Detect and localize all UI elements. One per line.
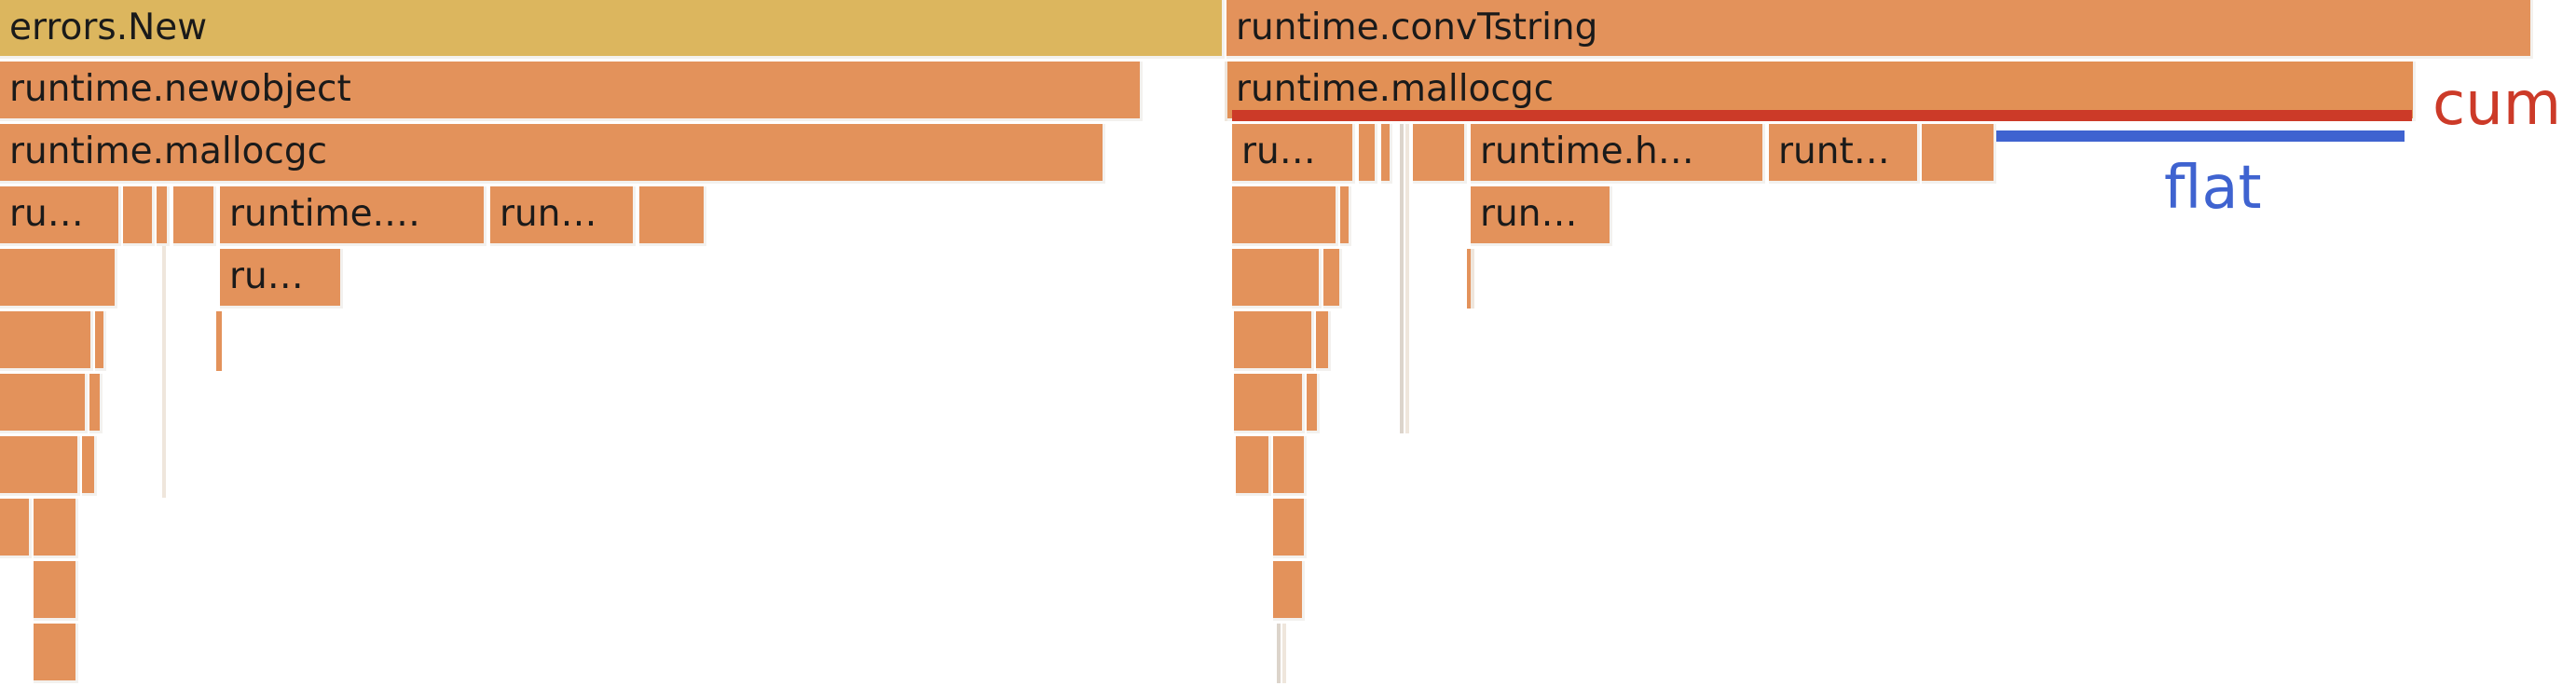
frame-small-left-b[interactable] (157, 186, 170, 246)
frame-small-right-n[interactable] (1273, 436, 1307, 496)
frame-small-left-g[interactable] (95, 311, 106, 371)
frame-small-right-c[interactable] (1413, 124, 1467, 184)
frame-label: ru… (9, 193, 84, 235)
frame-label: ru… (1241, 130, 1316, 172)
frame-small-left-a[interactable] (123, 186, 155, 246)
frame-small-left-k[interactable] (82, 436, 97, 496)
flat-label: flat (2164, 154, 2262, 223)
frame-small-left-i[interactable] (89, 374, 103, 433)
frame-label: runtime.… (229, 193, 420, 235)
frame-sliver[interactable] (1277, 624, 1281, 683)
frame-runtime-mallocgc-left[interactable]: runtime.mallocgc (0, 124, 1105, 184)
frame-runtime-dots-left[interactable]: runtime.… (220, 186, 486, 246)
frame-sliver[interactable] (162, 246, 166, 498)
frame-small-right-f[interactable] (1340, 186, 1351, 246)
frame-small-left-f[interactable] (0, 311, 93, 371)
frame-label: runtime.newobject (9, 68, 351, 110)
frame-runtime-h[interactable]: runtime.h… (1471, 124, 1765, 184)
frame-small-right-b[interactable] (1381, 124, 1392, 184)
frame-label: runtime.convTstring (1236, 7, 1598, 48)
frame-label: runtime.h… (1480, 130, 1694, 172)
cum-label: cum (2432, 70, 2562, 139)
frame-small-left-d[interactable] (639, 186, 706, 246)
frame-small-right-d[interactable] (1922, 124, 1996, 184)
frame-small-right-a[interactable] (1359, 124, 1377, 184)
frame-runtime-newobject[interactable]: runtime.newobject (0, 62, 1143, 121)
frame-run-left[interactable]: run… (490, 186, 636, 246)
frame-label: run… (1480, 193, 1578, 235)
frame-sliver[interactable] (1282, 624, 1286, 683)
frame-small-right-h[interactable] (1323, 249, 1342, 309)
frame-small-right-j[interactable] (1316, 311, 1331, 371)
frame-runtime-convtstring[interactable]: runtime.convTstring (1226, 0, 2533, 59)
frame-label: runt… (1778, 130, 1890, 172)
frame-runt-right[interactable]: runt… (1769, 124, 1920, 184)
frame-small-left-j[interactable] (0, 436, 80, 496)
frame-label: run… (500, 193, 597, 235)
frame-sliver[interactable] (1405, 124, 1409, 433)
frame-small-right-m[interactable] (1236, 436, 1271, 496)
frame-ru-left-1[interactable]: ru… (0, 186, 121, 246)
frame-small-left-m[interactable] (34, 499, 78, 558)
frame-small-right-i[interactable] (1234, 311, 1314, 371)
frame-small-left-n[interactable] (34, 561, 78, 621)
frame-small-left-o[interactable] (34, 624, 78, 683)
frame-small-right-o[interactable] (1273, 499, 1307, 558)
flat-indicator-line (1996, 130, 2405, 142)
frame-small-left-h[interactable] (0, 374, 88, 433)
frame-run-right[interactable]: run… (1471, 186, 1612, 246)
frame-small-right-g[interactable] (1232, 249, 1322, 309)
frame-errors-new[interactable]: errors.New (0, 0, 1225, 59)
frame-small-left-e[interactable] (0, 249, 117, 309)
frame-label: runtime.mallocgc (1236, 68, 1555, 110)
frame-label: ru… (229, 255, 304, 297)
frame-ru-left-2[interactable]: ru… (220, 249, 343, 309)
frame-label: runtime.mallocgc (9, 130, 328, 172)
frame-small-right-k[interactable] (1234, 374, 1305, 433)
frame-label: errors.New (9, 7, 208, 48)
frame-small-right-e[interactable] (1232, 186, 1338, 246)
frame-sliver[interactable] (216, 311, 222, 371)
frame-small-left-c[interactable] (173, 186, 216, 246)
frame-sliver[interactable] (1467, 249, 1473, 309)
frame-small-right-p[interactable] (1273, 561, 1305, 621)
frame-small-left-l[interactable] (0, 499, 32, 558)
frame-sliver[interactable] (1225, 62, 1227, 121)
frame-sliver[interactable] (1471, 249, 1474, 309)
cum-indicator-line (1232, 110, 2412, 121)
frame-sliver[interactable] (1400, 124, 1404, 433)
frame-small-right-l[interactable] (1307, 374, 1320, 433)
frame-ru-right-1[interactable]: ru… (1232, 124, 1355, 184)
